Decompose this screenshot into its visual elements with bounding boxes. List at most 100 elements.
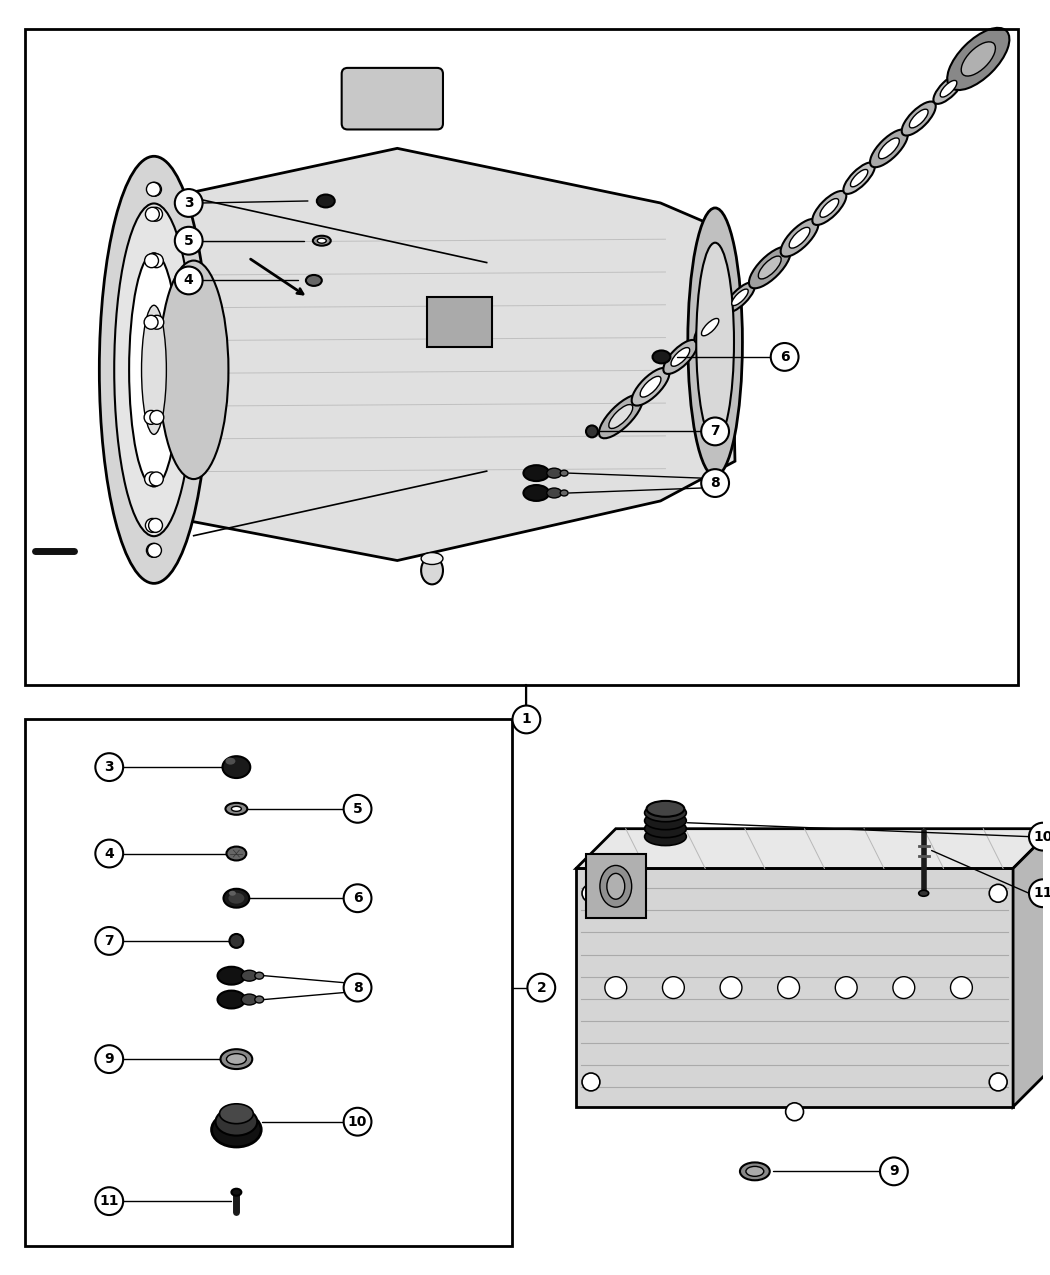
Circle shape <box>150 411 164 425</box>
Ellipse shape <box>255 973 264 979</box>
Ellipse shape <box>523 465 549 481</box>
Circle shape <box>174 227 203 255</box>
Ellipse shape <box>227 847 247 861</box>
Text: 6: 6 <box>353 891 362 905</box>
Ellipse shape <box>645 820 687 838</box>
Text: 3: 3 <box>104 760 114 774</box>
FancyBboxPatch shape <box>341 68 443 130</box>
Circle shape <box>343 885 372 912</box>
Circle shape <box>892 977 915 998</box>
Circle shape <box>1029 822 1050 850</box>
Text: 10: 10 <box>348 1114 368 1128</box>
Ellipse shape <box>820 199 839 217</box>
Ellipse shape <box>780 219 818 256</box>
Ellipse shape <box>645 812 687 830</box>
Text: 3: 3 <box>184 196 193 210</box>
Circle shape <box>174 266 203 295</box>
Ellipse shape <box>223 756 250 778</box>
Circle shape <box>144 315 158 329</box>
Ellipse shape <box>242 970 257 982</box>
Circle shape <box>582 885 600 903</box>
Polygon shape <box>576 868 1013 1107</box>
Ellipse shape <box>100 157 209 584</box>
Circle shape <box>149 208 163 221</box>
Circle shape <box>144 411 158 425</box>
Circle shape <box>663 977 685 998</box>
Ellipse shape <box>421 552 443 565</box>
Circle shape <box>605 977 627 998</box>
Circle shape <box>96 1046 123 1074</box>
Circle shape <box>582 1074 600 1091</box>
Ellipse shape <box>231 806 242 811</box>
Ellipse shape <box>217 991 246 1009</box>
Ellipse shape <box>226 757 235 765</box>
Ellipse shape <box>671 348 690 366</box>
Ellipse shape <box>255 996 264 1003</box>
Circle shape <box>880 1158 908 1186</box>
Ellipse shape <box>227 1053 247 1065</box>
Ellipse shape <box>732 289 749 306</box>
Circle shape <box>96 1187 123 1215</box>
Ellipse shape <box>696 242 734 441</box>
Ellipse shape <box>421 557 443 584</box>
Text: 1: 1 <box>522 713 531 727</box>
Ellipse shape <box>560 470 568 476</box>
Polygon shape <box>189 148 735 561</box>
Ellipse shape <box>701 319 719 335</box>
Circle shape <box>145 254 159 268</box>
Text: 11: 11 <box>100 1195 119 1209</box>
Circle shape <box>720 977 742 998</box>
Ellipse shape <box>902 102 936 135</box>
Ellipse shape <box>640 376 660 397</box>
Ellipse shape <box>217 966 246 984</box>
Bar <box>25 29 1018 685</box>
Bar <box>427 297 491 347</box>
Ellipse shape <box>211 1112 261 1148</box>
Circle shape <box>145 519 160 533</box>
Ellipse shape <box>142 305 166 435</box>
Text: 4: 4 <box>184 273 193 287</box>
Ellipse shape <box>813 191 846 224</box>
Polygon shape <box>1013 829 1050 1107</box>
Circle shape <box>785 1103 803 1121</box>
Ellipse shape <box>547 488 562 499</box>
Ellipse shape <box>724 282 755 312</box>
Ellipse shape <box>224 889 249 908</box>
Text: 9: 9 <box>104 1052 114 1066</box>
Text: 10: 10 <box>1033 830 1050 844</box>
Text: 5: 5 <box>353 802 362 816</box>
Circle shape <box>96 840 123 867</box>
Ellipse shape <box>598 395 643 439</box>
Text: 6: 6 <box>780 349 790 363</box>
Ellipse shape <box>231 1188 242 1196</box>
Circle shape <box>149 472 164 486</box>
Ellipse shape <box>933 74 964 103</box>
Circle shape <box>701 469 729 497</box>
Bar <box>25 719 511 1246</box>
Ellipse shape <box>560 490 568 496</box>
Ellipse shape <box>947 28 1009 91</box>
Text: 5: 5 <box>184 233 193 247</box>
Text: 7: 7 <box>710 425 720 439</box>
Circle shape <box>150 315 164 329</box>
Ellipse shape <box>919 890 928 896</box>
Text: 11: 11 <box>1033 886 1050 900</box>
Ellipse shape <box>317 238 327 244</box>
Polygon shape <box>576 829 1050 868</box>
Text: 8: 8 <box>353 980 362 994</box>
Ellipse shape <box>749 247 791 288</box>
Ellipse shape <box>870 130 908 167</box>
Text: 7: 7 <box>104 933 114 947</box>
Ellipse shape <box>645 827 687 845</box>
Circle shape <box>96 754 123 782</box>
Ellipse shape <box>652 351 670 363</box>
Ellipse shape <box>909 110 928 128</box>
Circle shape <box>950 977 972 998</box>
Ellipse shape <box>758 256 781 279</box>
Circle shape <box>149 254 164 268</box>
Circle shape <box>149 519 163 533</box>
Ellipse shape <box>229 891 236 896</box>
Ellipse shape <box>790 227 810 249</box>
Circle shape <box>527 974 555 1002</box>
Ellipse shape <box>523 484 549 501</box>
